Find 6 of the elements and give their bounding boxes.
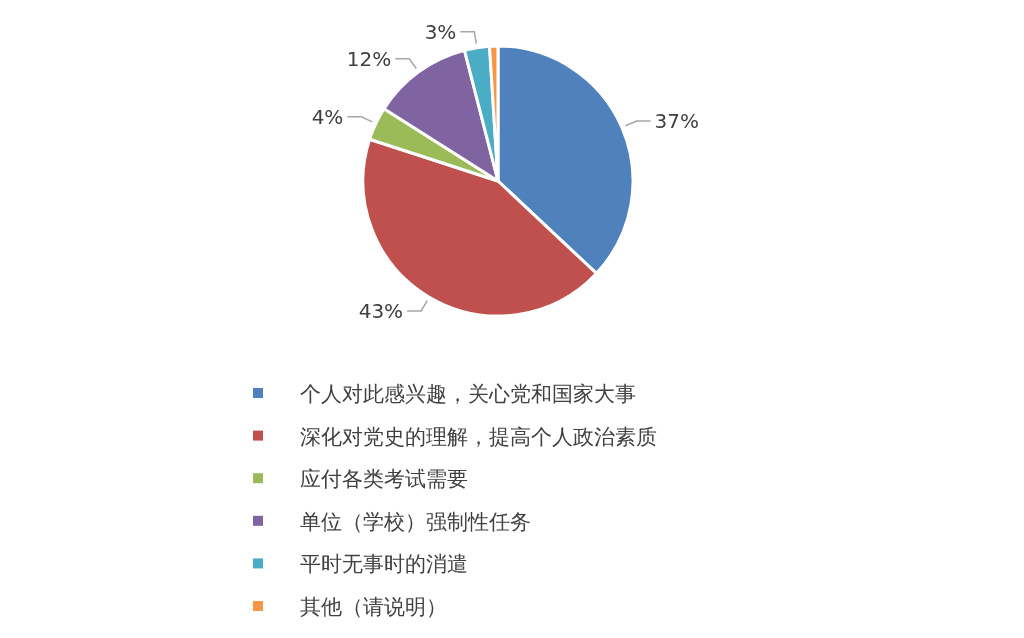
legend-label: 其他（请说明）	[300, 595, 447, 619]
legend-label: 个人对此感兴趣，关心党和国家大事	[300, 382, 636, 406]
legend-label: 单位（学校）强制性任务	[300, 509, 531, 534]
legend-label: 平时无事时的消遣	[300, 552, 468, 577]
legend-label: 应付各类考试需要	[300, 467, 468, 492]
legend-label: 深化对党史的理解，提高个人政治素质	[300, 424, 657, 449]
